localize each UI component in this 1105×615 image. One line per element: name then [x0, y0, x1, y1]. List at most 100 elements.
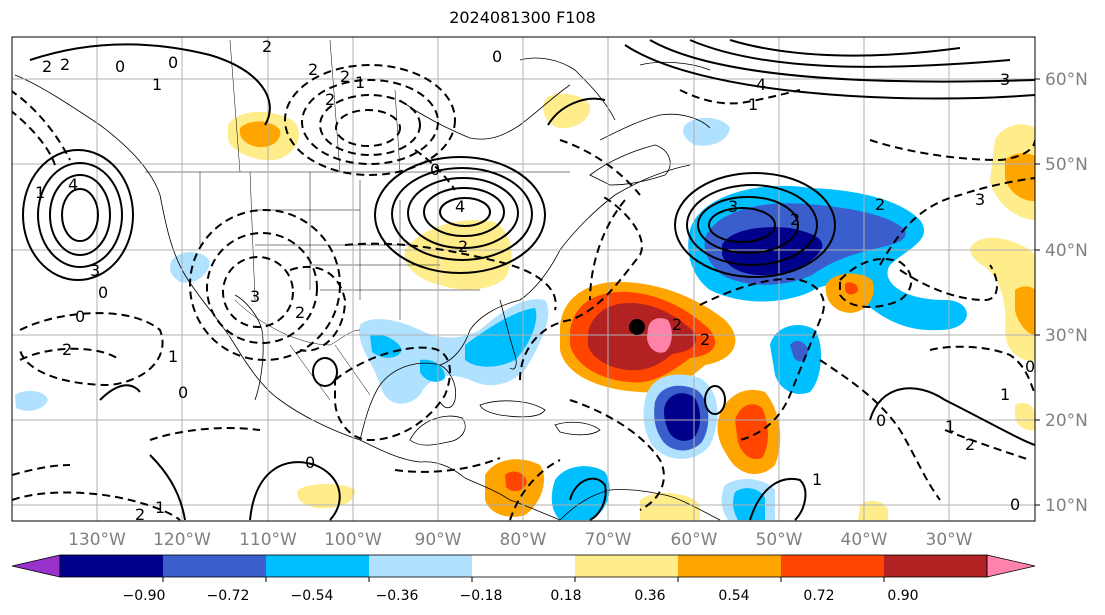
- colorbar-tick-label: 0.18: [550, 588, 581, 604]
- negative-anomaly-gulf: [420, 359, 445, 382]
- negative-anomaly-pacific: [170, 251, 210, 283]
- lat-label: 60°N: [1045, 70, 1088, 90]
- lon-label: 40°W: [841, 530, 888, 550]
- contour-label: 0: [1010, 495, 1020, 514]
- lon-label: 60°W: [671, 530, 718, 550]
- contour-labels: 2 0 1 2 2 1 0 2 1 0 2 4 2 0 3 4 4 1 3 0 …: [35, 37, 1035, 521]
- positive-anomaly-eastern: [1015, 403, 1035, 431]
- colorbar-extend-max: [986, 554, 1036, 578]
- map-title: 2024081300 F108: [449, 8, 596, 27]
- political-borders: [145, 39, 570, 401]
- contour-label: 0: [492, 47, 502, 66]
- colorbar-segment: [678, 555, 782, 577]
- lon-label: 100°W: [324, 530, 382, 550]
- contour-label: 0: [178, 383, 188, 402]
- anomaly-shading: [15, 93, 1035, 520]
- lat-label: 10°N: [1045, 496, 1088, 516]
- contour-label: 0: [115, 57, 125, 76]
- contour-label: 3: [1000, 70, 1010, 89]
- contour-label: 1: [812, 470, 822, 489]
- contour-label: 0: [75, 307, 85, 326]
- colorbar-tick-label: −0.18: [460, 588, 503, 604]
- negative-anomaly-dark: [664, 393, 701, 441]
- lon-label: 130°W: [68, 530, 126, 550]
- lat-label: 40°N: [1045, 241, 1088, 261]
- positive-anomaly-tehuantepec-red: [505, 471, 527, 492]
- lon-label: 110°W: [239, 530, 297, 550]
- contour-label: 2: [262, 37, 272, 56]
- colorbar-segment: [60, 555, 164, 577]
- lon-label: 120°W: [153, 530, 211, 550]
- contour-label: 2: [700, 330, 710, 349]
- contour-label: 0: [1025, 357, 1035, 376]
- positive-anomaly-eatl-orange: [1005, 153, 1035, 202]
- axis-ticks: [1035, 78, 1040, 506]
- contour-label: 4: [455, 197, 465, 216]
- contour-label: 0: [876, 411, 886, 430]
- contour-label: 2: [42, 57, 52, 76]
- negative-anomaly-midatl-dark: [790, 340, 808, 362]
- positive-anomaly-eatl2-orange: [1015, 286, 1035, 336]
- longitude-labels: 130°W 120°W 110°W 100°W 90°W 80°W 70°W 6…: [68, 530, 973, 550]
- colorbar-tick-label: 0.72: [803, 588, 834, 604]
- map-frame: [11, 36, 1036, 522]
- contour-label: 3: [90, 261, 100, 280]
- colorbar-segment: [472, 555, 576, 577]
- contour-label: 2: [295, 303, 305, 322]
- lon-label: 70°W: [585, 530, 632, 550]
- colorbar-segments: [11, 554, 1036, 582]
- negative-anomaly-eastcoast-mid: [465, 308, 537, 367]
- positive-anomaly-eatl2: [970, 237, 1035, 361]
- colorbar-segment: [781, 555, 885, 577]
- contour-label: 2: [965, 435, 975, 454]
- colorbar-tick-label: −0.36: [376, 588, 419, 604]
- colorbar-tick-label: −0.90: [123, 588, 166, 604]
- contour-label: 0: [430, 160, 440, 179]
- contour-label: 0: [305, 453, 315, 472]
- colorbar-tick-label: 0.54: [718, 588, 749, 604]
- colorbar-tick-label: 0.90: [887, 588, 918, 604]
- negative-anomaly-newfoundland: [683, 117, 730, 146]
- storm-center-marker: [629, 319, 645, 335]
- lat-label: 50°N: [1045, 155, 1088, 175]
- contour-label: 2: [340, 67, 350, 86]
- lat-label: 30°N: [1045, 326, 1088, 346]
- positive-anomaly-venezuela: [640, 492, 700, 520]
- colorbar-segment: [575, 555, 679, 577]
- contour-label: 2: [458, 237, 468, 256]
- contour-label: 1: [748, 95, 758, 114]
- contour-label: 1: [945, 417, 955, 436]
- positive-anomaly-wcanada-orange: [239, 121, 281, 148]
- contour-label: 4: [756, 75, 766, 94]
- coastlines: [14, 57, 721, 521]
- positive-anomaly-greatlakes: [404, 220, 512, 290]
- contour-label: 1: [1000, 385, 1010, 404]
- negative-anomaly-band-dark: [722, 227, 823, 276]
- colorbar-segment: [266, 555, 370, 577]
- contour-label: 3: [975, 190, 985, 209]
- contour-label: 1: [355, 73, 365, 92]
- positive-anomaly-azores-red: [845, 282, 858, 295]
- contour-label: 2: [672, 315, 682, 334]
- colorbar-segment: [884, 555, 988, 577]
- lon-label: 50°W: [756, 530, 803, 550]
- colorbar-tick-label: −0.72: [207, 588, 250, 604]
- contour-label: 0: [98, 283, 108, 302]
- colorbar-frame: [59, 554, 988, 578]
- contour-label: 1: [168, 347, 178, 366]
- colorbar-extend-min: [11, 554, 61, 578]
- positive-anomaly-darkred: [588, 302, 697, 371]
- colorbar-segment: [369, 555, 473, 577]
- colorbar-tick-label: −0.54: [291, 588, 334, 604]
- negative-anomaly-midatl: [770, 325, 822, 395]
- negative-contours: [12, 64, 1035, 521]
- negative-anomaly-farpac: [15, 390, 48, 411]
- colorbar-segment: [163, 555, 267, 577]
- contour-label: 4: [68, 175, 78, 194]
- colorbar-tick-labels: −0.90 −0.72 −0.54 −0.36 −0.18 0.18 0.36 …: [123, 588, 919, 604]
- positive-anomaly-east-carib-red: [735, 404, 768, 460]
- contour-label: 2: [62, 340, 72, 359]
- negative-anomaly-se-mid: [733, 488, 765, 520]
